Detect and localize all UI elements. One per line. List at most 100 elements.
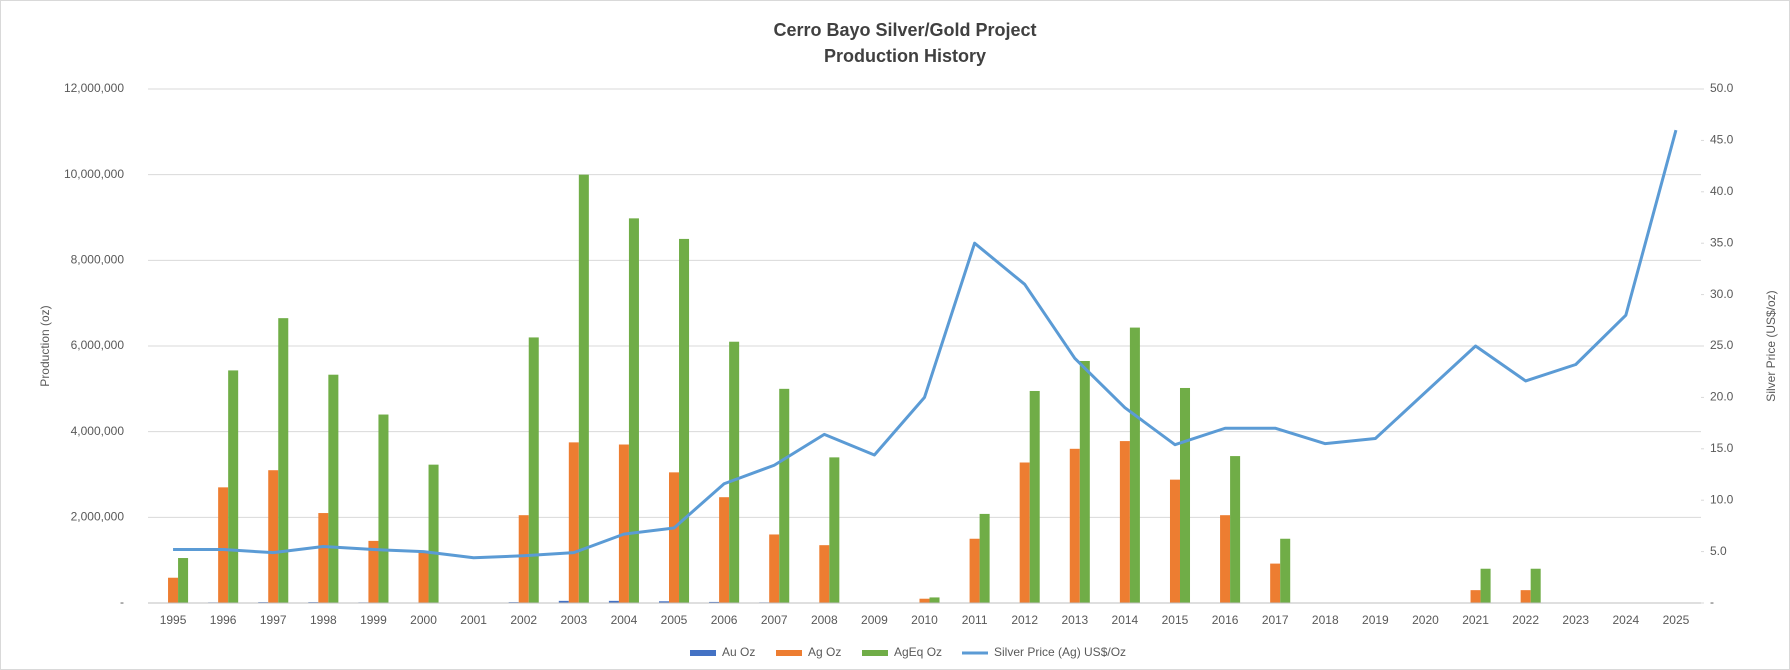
bar <box>168 577 179 603</box>
y2-axis-title: Silver Price (US$/oz) <box>1764 290 1778 401</box>
bar <box>669 472 680 603</box>
bar <box>1480 568 1491 603</box>
x-tick-label: 2003 <box>560 613 587 627</box>
bar <box>178 558 189 603</box>
x-tick-label: 2012 <box>1011 613 1038 627</box>
x-tick-label: 2021 <box>1462 613 1489 627</box>
x-tick-label: 2006 <box>711 613 738 627</box>
bar <box>628 218 639 603</box>
bar <box>1270 563 1281 603</box>
y-tick-label: 10,000,000 <box>64 167 124 181</box>
legend-label: Au Oz <box>722 645 755 659</box>
bar <box>1029 390 1040 603</box>
bar <box>819 545 830 603</box>
x-tick-label: 2004 <box>611 613 638 627</box>
bar <box>558 600 569 603</box>
y2-tick-label: 15.0 <box>1710 441 1734 455</box>
legend-swatch <box>690 650 716 656</box>
x-tick-label: 2019 <box>1362 613 1389 627</box>
y-tick-label: 6,000,000 <box>71 338 125 352</box>
bar <box>1069 448 1080 603</box>
x-tick-label: 2007 <box>761 613 788 627</box>
x-tick-label: 2023 <box>1562 613 1589 627</box>
bar <box>1129 327 1140 603</box>
bar <box>829 457 840 603</box>
x-tick-label: 2005 <box>661 613 688 627</box>
x-tick-label: 2000 <box>410 613 437 627</box>
x-tick-label: 1995 <box>160 613 187 627</box>
x-tick-label: 2010 <box>911 613 938 627</box>
x-tick-label: 2020 <box>1412 613 1439 627</box>
bar <box>779 388 790 603</box>
bar <box>618 444 629 603</box>
y2-tick-label: 45.0 <box>1710 133 1734 147</box>
bar <box>769 534 780 603</box>
bar <box>568 442 579 603</box>
bar <box>719 497 730 603</box>
x-tick-label: 1997 <box>260 613 287 627</box>
bar <box>368 540 379 603</box>
bar <box>1530 568 1541 603</box>
bar <box>608 600 619 603</box>
y2-tick-label: 10.0 <box>1710 492 1734 506</box>
bar <box>1119 441 1130 603</box>
y-tick-label: - <box>120 595 124 609</box>
bar <box>328 374 339 603</box>
x-tick-label: 2024 <box>1613 613 1640 627</box>
bar <box>1220 515 1231 603</box>
bar <box>378 414 389 603</box>
chart-title: Production History <box>824 46 986 66</box>
bar <box>709 601 720 603</box>
bar <box>428 464 439 603</box>
legend-label: AgEq Oz <box>894 645 942 659</box>
x-tick-label: 2011 <box>962 613 988 627</box>
x-tick-label: 2025 <box>1663 613 1690 627</box>
y2-tick-label: 40.0 <box>1710 184 1734 198</box>
y-tick-label: 12,000,000 <box>64 81 124 95</box>
x-tick-label: 2017 <box>1262 613 1289 627</box>
x-tick-label: 2009 <box>861 613 888 627</box>
bar <box>979 513 990 603</box>
line <box>173 129 1678 560</box>
x-tick-label: 1998 <box>310 613 337 627</box>
bar <box>268 470 279 603</box>
bar <box>919 598 930 603</box>
bar <box>1280 538 1291 603</box>
y2-tick-label: 35.0 <box>1710 235 1734 249</box>
bar <box>658 601 670 603</box>
x-tick-label: 2001 <box>460 613 487 627</box>
x-tick-label: 2002 <box>510 613 537 627</box>
bar <box>518 515 529 603</box>
bar <box>318 513 329 603</box>
bar <box>1470 590 1481 603</box>
bar <box>228 370 239 603</box>
legend-swatch <box>862 650 888 656</box>
x-tick-label: 2014 <box>1112 613 1139 627</box>
x-tick-label: 2013 <box>1061 613 1088 627</box>
y2-tick-label: 25.0 <box>1710 338 1734 352</box>
x-tick-label: 2016 <box>1212 613 1239 627</box>
legend-label: Ag Oz <box>808 645 841 659</box>
bar <box>969 538 980 603</box>
bar <box>578 174 589 603</box>
y2-tick-label: 20.0 <box>1710 390 1734 404</box>
y2-tick-label: 5.0 <box>1710 544 1727 558</box>
bar <box>1520 590 1531 603</box>
x-tick-label: 2018 <box>1312 613 1339 627</box>
y2-tick-label: - <box>1710 595 1714 609</box>
bar <box>418 551 429 603</box>
x-tick-label: 2008 <box>811 613 838 627</box>
x-tick-label: 1996 <box>210 613 237 627</box>
y2-tick-label: 30.0 <box>1710 287 1734 301</box>
y-axis-title: Production (oz) <box>38 305 52 386</box>
legend-swatch <box>776 650 802 656</box>
x-tick-label: 2022 <box>1512 613 1539 627</box>
bar <box>1079 360 1090 603</box>
x-tick-label: 2015 <box>1162 613 1189 627</box>
bar <box>729 341 740 603</box>
y-tick-label: 8,000,000 <box>71 253 125 267</box>
bar <box>929 597 940 603</box>
legend-label: Silver Price (Ag) US$/Oz <box>994 645 1126 659</box>
